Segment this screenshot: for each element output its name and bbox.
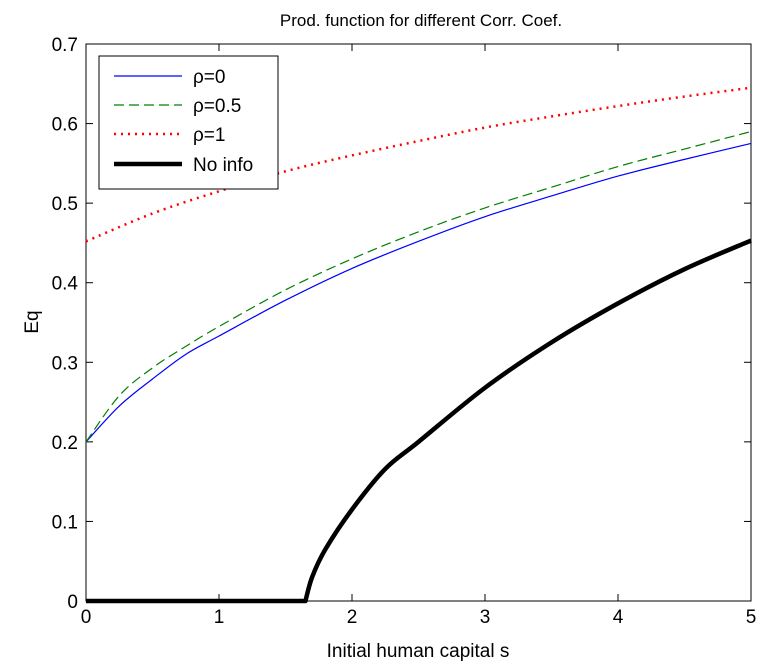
legend-label-1: ρ=0.5 [193,96,241,117]
legend-label-3: No info [193,155,253,176]
series-line-0 [85,142,752,443]
x-tick-label: 5 [746,607,757,628]
y-tick-label: 0.3 [52,353,78,374]
y-tick-label: 0.2 [52,433,78,454]
y-tick-label: 0 [67,592,78,613]
series-line-1 [85,130,752,443]
legend-box [98,55,279,190]
x-tick-label: 1 [214,607,225,628]
legend-label-0: ρ=0 [193,67,225,88]
y-tick-label: 0.7 [52,35,78,56]
x-tick-label: 3 [480,607,491,628]
axis-ticks: 0 1 2 3 4 5 0 0.1 0.2 0.3 0.4 0.5 0.6 0.7 [52,35,757,628]
chart-title: Prod. function for different Corr. Coef. [280,11,562,30]
x-tick-label: 4 [613,607,624,628]
y-axis-label: Eq [22,310,43,333]
y-tick-label: 0.4 [52,274,79,295]
x-axis-label: Initial human capital s [327,641,510,662]
series-lines [85,86,752,604]
y-tick-label: 0.1 [52,512,78,533]
y-tick-label: 0.5 [52,194,78,215]
x-tick-label: 0 [81,607,92,628]
legend-label-2: ρ=1 [193,125,225,146]
x-tick-label: 2 [347,607,358,628]
legend: ρ=0 ρ=0.5 ρ=1 No info [98,55,279,190]
series-line-3 [86,238,752,604]
y-tick-label: 0.6 [52,115,78,136]
